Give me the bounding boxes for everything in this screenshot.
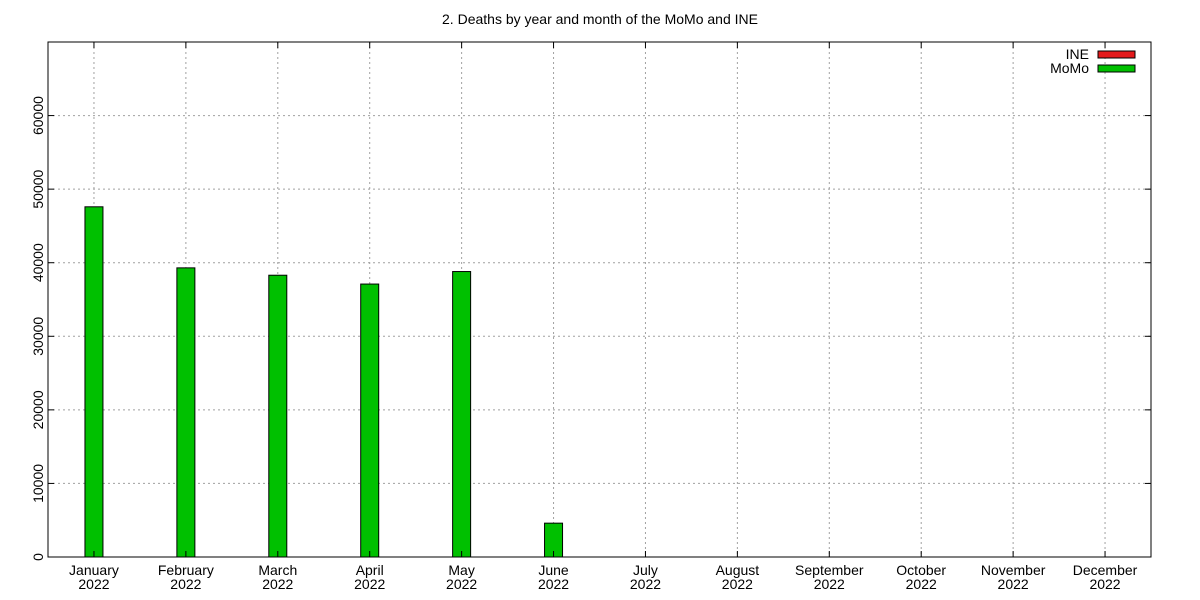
plot-frame [47, 41, 1152, 558]
x-tick-label-year: 2022 [354, 576, 385, 592]
x-tick-label-year: 2022 [814, 576, 845, 592]
x-tick-label-month: December [1073, 562, 1138, 578]
bar-momo [268, 274, 288, 558]
x-tick-label-year: 2022 [446, 576, 477, 592]
x-tick-label-month: April [356, 562, 384, 578]
bar-momo [84, 206, 104, 558]
y-tick-label: 30000 [30, 317, 46, 356]
y-tick-label: 20000 [30, 390, 46, 429]
legend-swatch-ine [1097, 50, 1136, 59]
bar-momo [452, 271, 472, 558]
x-tick-label-month: September [795, 562, 864, 578]
x-tick-label-year: 2022 [722, 576, 753, 592]
x-tick-label-year: 2022 [262, 576, 293, 592]
x-tick-label-month: August [716, 562, 760, 578]
bar-momo [176, 267, 196, 558]
x-tick-label-year: 2022 [538, 576, 569, 592]
x-tick-label-month: November [981, 562, 1046, 578]
y-tick-label: 60000 [30, 96, 46, 135]
x-tick-label-year: 2022 [630, 576, 661, 592]
x-tick-label-year: 2022 [78, 576, 109, 592]
x-tick-label-year: 2022 [906, 576, 937, 592]
x-tick-label-month: July [633, 562, 658, 578]
grid-lines [48, 42, 1151, 557]
bar-momo [360, 283, 380, 558]
y-tick-label: 0 [30, 553, 46, 561]
y-tick-label: 40000 [30, 243, 46, 282]
x-tick-label-month: February [158, 562, 214, 578]
x-tick-label-year: 2022 [998, 576, 1029, 592]
x-tick-label-month: May [448, 562, 474, 578]
x-tick-label-month: October [896, 562, 946, 578]
x-tick-label-month: June [538, 562, 569, 578]
x-axis-tick-labels: January2022February2022March2022April202… [69, 562, 1138, 592]
legend-label-momo: MoMo [1050, 60, 1089, 76]
y-tick-label: 10000 [30, 464, 46, 503]
legend-label-ine: INE [1066, 46, 1089, 62]
legend-swatch-momo [1097, 64, 1136, 73]
y-axis-tick-labels: 0 10000 20000 30000 40000 50000 60000 [30, 96, 46, 561]
x-tick-label-month: January [69, 562, 119, 578]
x-tick-label-month: March [258, 562, 297, 578]
y-tick-label: 50000 [30, 169, 46, 208]
x-tick-label-year: 2022 [1089, 576, 1120, 592]
x-tick-label-year: 2022 [170, 576, 201, 592]
axis-ticks [48, 42, 1151, 558]
chart-title: 2. Deaths by year and month of the MoMo … [442, 11, 758, 27]
bars [84, 206, 564, 558]
